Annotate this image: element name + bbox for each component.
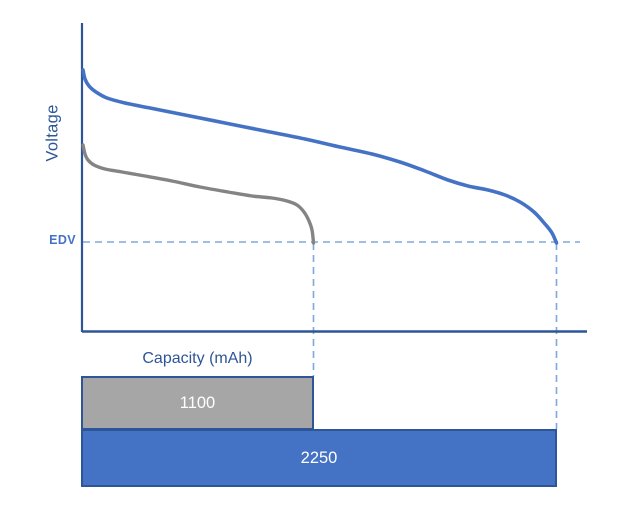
discharge-curve-blue [81, 68, 559, 245]
capacity-bar-1100: 1100 [81, 376, 314, 430]
capacity-axis-title: Capacity (mAh) [142, 350, 253, 367]
edv-label: EDV [49, 233, 76, 247]
y-axis-label: Voltage [43, 104, 62, 162]
bar-2250-value: 2250 [300, 448, 338, 467]
bar-1100-value: 1100 [179, 393, 216, 412]
discharge-curve-gray [81, 143, 316, 245]
capacity-bar-2250: 2250 [81, 429, 557, 487]
